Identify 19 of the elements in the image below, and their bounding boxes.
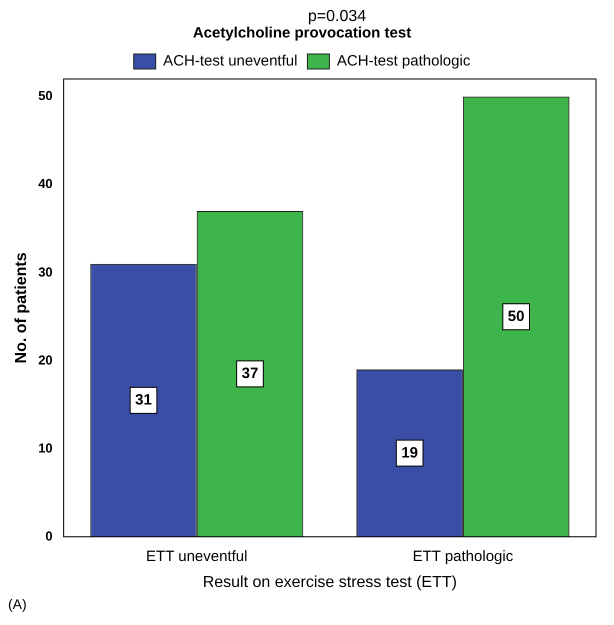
x-tick-label: ETT pathologic [412, 548, 514, 565]
legend-label: ACH-test pathologic [336, 52, 471, 70]
y-tick-label: 20 [38, 352, 53, 368]
y-tick-label: 30 [38, 264, 53, 280]
y-axis-title: No. of patients [13, 252, 30, 364]
y-tick-label: 40 [38, 176, 53, 192]
y-tick-label: 50 [38, 88, 53, 104]
data-label: 31 [135, 391, 152, 408]
data-label: 37 [242, 365, 258, 382]
y-tick-label: 10 [38, 440, 53, 456]
text: p=0.034 [306, 8, 368, 26]
legend-label: ACH-test uneventful [163, 52, 298, 70]
data-label: 50 [508, 308, 524, 325]
data-label: 19 [401, 444, 418, 462]
x-tick-label: ETT uneventful [146, 548, 248, 565]
y-tick-label: 0 [45, 528, 53, 544]
text: (A) [8, 596, 28, 612]
x-axis-title: Result on exercise stress test (ETT) [202, 574, 457, 591]
legend-title: Acetylcholine provocation test [192, 24, 412, 42]
